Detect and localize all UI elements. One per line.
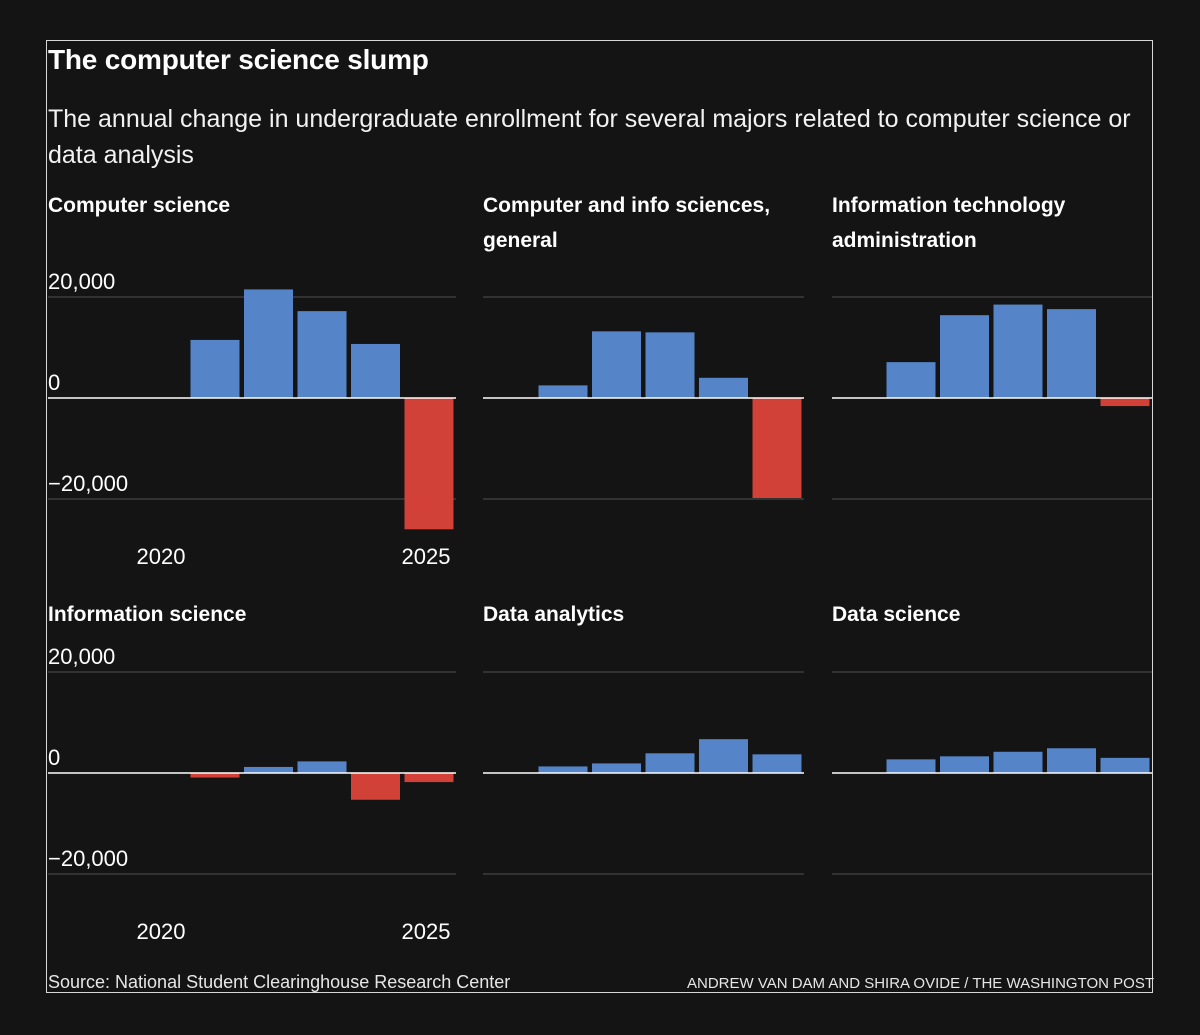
chart-frame	[46, 40, 1153, 993]
panel-title-data-analytics: Data analytics	[483, 603, 625, 626]
panel-title-computer-and-info-sciences: Computer and info sciences, general	[483, 194, 771, 252]
bar-2022	[592, 763, 641, 773]
x-tick-label: 2025	[402, 919, 451, 944]
bar-2023	[297, 311, 347, 398]
bar-2021	[886, 362, 936, 398]
bar-2025	[1100, 398, 1150, 407]
bar-2022	[244, 766, 293, 773]
bar-2025	[404, 398, 454, 530]
chart-title: The computer science slump	[48, 44, 429, 75]
panel-title-information-science: Information science	[48, 603, 247, 626]
bar-2022	[940, 756, 989, 773]
bar-2023	[993, 304, 1043, 398]
bar-2025	[404, 773, 454, 783]
bar-2024	[699, 377, 748, 398]
bar-2021	[190, 339, 240, 398]
y-tick-label: −20,000	[48, 471, 128, 496]
panel-title-information-technology-administration: Information technology administration	[832, 194, 1066, 252]
bar-2024	[1047, 748, 1096, 773]
y-tick-label: 0	[48, 370, 60, 395]
bar-2022	[940, 315, 989, 398]
y-tick-label: 0	[48, 745, 60, 770]
x-tick-label: 2020	[137, 544, 186, 569]
source-note: Source: National Student Clearinghouse R…	[48, 972, 511, 992]
bar-2024	[351, 773, 400, 800]
bar-2021	[190, 773, 240, 778]
panel-title-data-science: Data science	[832, 603, 961, 626]
bar-2025	[1100, 757, 1150, 773]
bar-2021	[886, 759, 936, 773]
bar-2025	[752, 754, 802, 773]
y-tick-label: 20,000	[48, 644, 115, 669]
bar-2024	[699, 739, 748, 773]
bar-2021	[538, 385, 588, 398]
y-tick-label: −20,000	[48, 846, 128, 871]
x-tick-label: 2020	[137, 919, 186, 944]
bar-2023	[645, 753, 695, 773]
bar-2022	[592, 331, 641, 398]
bar-2024	[351, 343, 400, 398]
bar-2021	[538, 766, 588, 773]
bar-2024	[1047, 309, 1096, 398]
panel-title-computer-science: Computer science	[48, 194, 231, 217]
chart-subtitle: The annual change in undergraduate enrol…	[48, 105, 1131, 169]
bar-2023	[645, 332, 695, 398]
bar-2022	[244, 289, 293, 398]
bar-2023	[993, 751, 1043, 773]
bar-2025	[752, 398, 802, 498]
bar-2023	[297, 761, 347, 773]
x-tick-label: 2025	[402, 544, 451, 569]
y-tick-label: 20,000	[48, 269, 115, 294]
credit-line: ANDREW VAN DAM AND SHIRA OVIDE / THE WAS…	[686, 975, 1154, 992]
